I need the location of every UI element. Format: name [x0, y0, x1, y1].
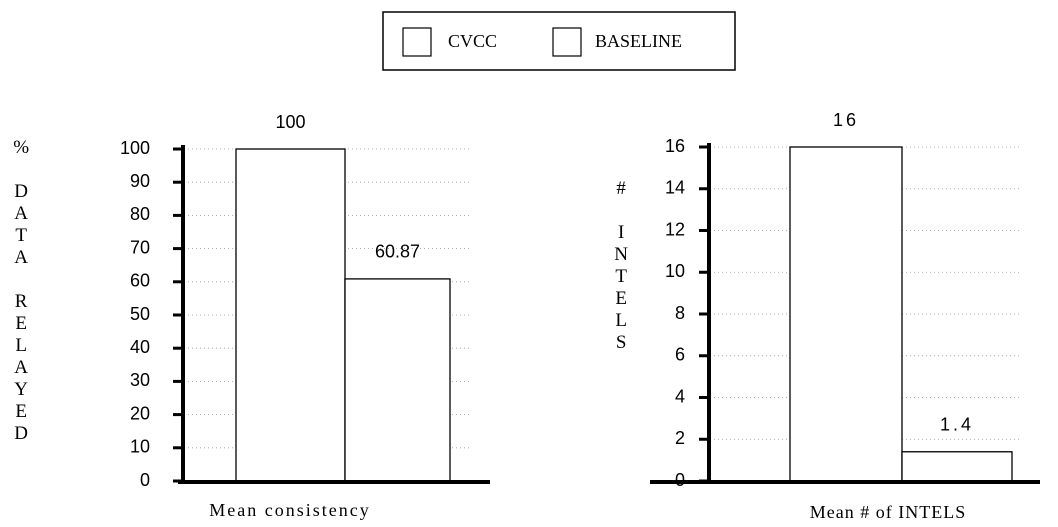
y-tick-label: 16 — [665, 136, 685, 156]
value-label: 1.4 — [940, 415, 974, 435]
y-tick-label: 10 — [130, 437, 150, 457]
y-tick-label: 100 — [120, 138, 150, 158]
y-tick-label: 70 — [130, 237, 150, 257]
legend-swatch — [402, 27, 432, 57]
legend-label: CVCC — [448, 31, 497, 51]
y-tick-label: 90 — [130, 171, 150, 191]
y-tick-label: 12 — [665, 219, 685, 239]
y-tick-label: 40 — [130, 337, 150, 357]
x-category-label: Mean consistency — [209, 500, 370, 520]
y-tick-label: 30 — [130, 370, 150, 390]
bar — [344, 278, 451, 482]
y-tick-label: 0 — [140, 470, 150, 490]
value-label: 60.87 — [375, 242, 420, 262]
y-axis-label: % DATA RELAYED — [11, 137, 32, 445]
y-tick-label: 60 — [130, 271, 150, 291]
legend-swatch — [552, 27, 582, 57]
y-tick-label: 20 — [130, 403, 150, 423]
bar — [235, 148, 346, 482]
y-tick-label: 10 — [665, 261, 685, 281]
x-category-label: Mean # of INTELS — [810, 502, 966, 522]
value-label: 16 — [833, 110, 859, 130]
legend-box — [382, 11, 736, 71]
value-label: 100 — [275, 112, 305, 132]
y-tick-label: 4 — [675, 386, 685, 406]
legend-label: BASELINE — [595, 31, 682, 51]
y-tick-label: 2 — [675, 428, 685, 448]
y-tick-label: 50 — [130, 304, 150, 324]
y-tick-label: 8 — [675, 303, 685, 323]
y-axis-label: # INTELS — [611, 178, 632, 354]
y-tick-label: 6 — [675, 345, 685, 365]
bar — [789, 146, 903, 482]
bar — [901, 451, 1013, 482]
y-tick-label: 80 — [130, 204, 150, 224]
y-tick-label: 0 — [675, 470, 685, 490]
y-tick-label: 14 — [665, 178, 685, 198]
